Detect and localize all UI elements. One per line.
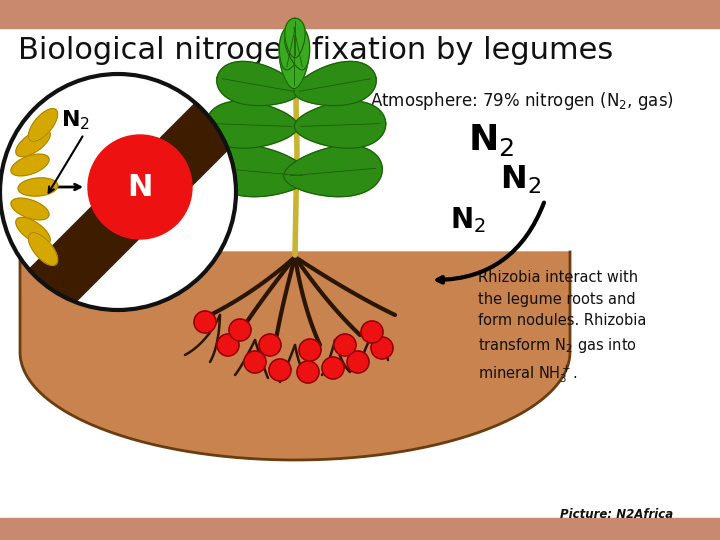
- Text: N$_2$: N$_2$: [61, 108, 91, 132]
- Circle shape: [299, 339, 321, 361]
- Circle shape: [0, 74, 236, 310]
- Polygon shape: [20, 252, 570, 460]
- Circle shape: [269, 359, 291, 381]
- Polygon shape: [28, 109, 58, 141]
- Polygon shape: [211, 145, 309, 197]
- Polygon shape: [279, 24, 305, 70]
- Circle shape: [244, 351, 266, 373]
- Text: N$_2$: N$_2$: [450, 205, 486, 235]
- Text: Rhizobia interact with
the legume roots and
form nodules. Rhizobia
transform N$_: Rhizobia interact with the legume roots …: [478, 270, 647, 385]
- Polygon shape: [217, 62, 299, 106]
- Polygon shape: [11, 198, 49, 220]
- Polygon shape: [11, 154, 49, 176]
- Circle shape: [347, 351, 369, 373]
- Text: Picture: N2Africa: Picture: N2Africa: [560, 508, 673, 521]
- Circle shape: [322, 357, 344, 379]
- Circle shape: [361, 321, 383, 343]
- Polygon shape: [206, 101, 298, 148]
- Polygon shape: [18, 178, 58, 196]
- Text: N: N: [127, 172, 153, 201]
- Circle shape: [371, 337, 393, 359]
- Polygon shape: [284, 24, 310, 70]
- Circle shape: [217, 334, 239, 356]
- Polygon shape: [294, 62, 377, 106]
- Circle shape: [229, 319, 251, 341]
- Circle shape: [297, 361, 319, 383]
- Polygon shape: [16, 218, 50, 245]
- Text: N$_2$: N$_2$: [468, 122, 514, 158]
- Polygon shape: [3, 69, 269, 335]
- Circle shape: [88, 135, 192, 239]
- Polygon shape: [284, 145, 382, 197]
- Polygon shape: [28, 233, 58, 265]
- Polygon shape: [279, 31, 309, 89]
- Circle shape: [194, 311, 216, 333]
- Circle shape: [259, 334, 281, 356]
- Polygon shape: [16, 130, 50, 157]
- Text: N$_2$: N$_2$: [500, 164, 541, 196]
- Circle shape: [334, 334, 356, 356]
- Polygon shape: [294, 101, 386, 148]
- Text: Atmosphere: 79% nitrogen (N$_2$, gas): Atmosphere: 79% nitrogen (N$_2$, gas): [370, 90, 674, 112]
- Text: Biological nitrogen fixation by legumes: Biological nitrogen fixation by legumes: [18, 36, 613, 65]
- Polygon shape: [285, 18, 305, 58]
